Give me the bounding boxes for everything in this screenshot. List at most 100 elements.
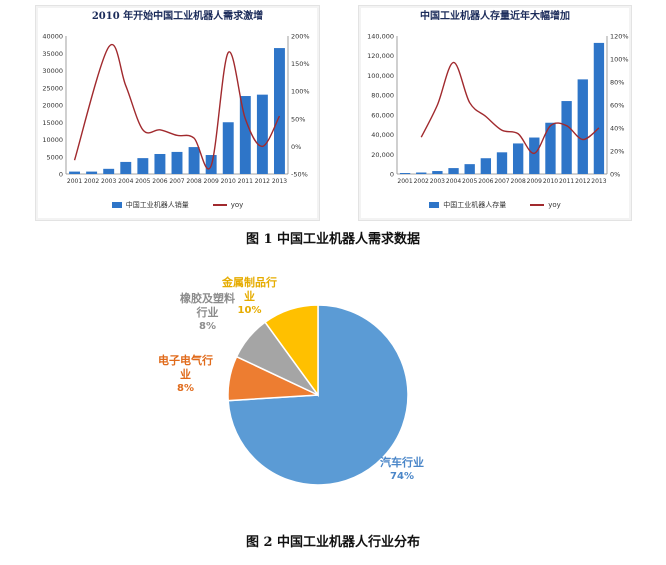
y-tick-right: 100% — [291, 88, 310, 96]
y-tick-right: 120% — [610, 33, 629, 41]
x-tick-label: 2009 — [204, 178, 219, 185]
bar — [464, 164, 475, 174]
bar — [399, 173, 411, 174]
x-tick-label: 2002 — [414, 178, 429, 185]
x-tick-label: 2005 — [462, 178, 477, 185]
y-tick-right: 0% — [610, 171, 620, 179]
pie-label-auto: 汽车行业 74% — [380, 456, 424, 482]
x-tick-label: 2007 — [169, 178, 184, 185]
x-tick-label: 2012 — [255, 178, 270, 185]
pie-label-electronics: 电子电气行 业 8% — [158, 354, 213, 394]
chart-panel-stock: 中国工业机器人存量近年大幅增加 0 20,000 40,000 60,000 80,00… — [358, 5, 632, 221]
legend-item-bar: 中国工业机器人存量 — [429, 200, 506, 210]
bar — [86, 171, 98, 174]
y-tick-left: 100,000 — [367, 72, 394, 80]
y-tick-left: 35000 — [42, 50, 63, 58]
yoy-line — [73, 43, 281, 170]
pie-slice-metal — [264, 304, 319, 398]
x-tick-label: 2008 — [511, 178, 526, 185]
pie-svg — [227, 304, 409, 486]
y-tick-left: 120,000 — [367, 52, 394, 60]
y-tick-left: 40000 — [42, 33, 63, 41]
figure-caption-1: 图 1 中国工业机器人需求数据 — [245, 232, 421, 247]
y-tick-right: 50% — [291, 115, 305, 123]
y-tick-left: 20000 — [42, 102, 63, 110]
y-tick-right: 40% — [610, 125, 624, 133]
pie-label-rubber: 橡胶及塑料 行业 8% — [180, 292, 235, 332]
bar — [577, 79, 588, 174]
y-tick-left: 15000 — [42, 119, 63, 127]
bar — [171, 151, 183, 174]
y-tick-right: -50% — [291, 171, 308, 179]
x-tick-label: 2010 — [221, 178, 236, 185]
x-tick-label: 2012 — [575, 178, 590, 185]
stock-chart: 0 20,000 40,000 60,000 80,000 100,000 120,000 1… — [367, 33, 629, 186]
x-tick-label: 2002 — [84, 178, 99, 185]
bar — [496, 152, 508, 174]
x-tick-label: 2001 — [397, 178, 412, 185]
pie-label-metal: 金属制品行 业 10% — [222, 276, 277, 316]
bar — [432, 171, 443, 174]
y-tick-left: 40,000 — [371, 131, 394, 139]
bar — [448, 168, 459, 174]
bar — [256, 94, 268, 174]
x-tick-label: 2005 — [135, 178, 150, 185]
bar — [69, 171, 81, 174]
bar — [222, 122, 234, 174]
y-tick-right: 150% — [291, 60, 310, 68]
bar — [188, 147, 200, 174]
bar — [137, 158, 149, 174]
bar — [512, 143, 524, 174]
bar — [239, 96, 251, 174]
x-tick-label: 2003 — [430, 178, 445, 185]
bar — [273, 48, 285, 175]
x-tick-label: 2010 — [543, 178, 558, 185]
bar — [120, 161, 132, 174]
x-tick-label: 2003 — [101, 178, 116, 185]
chart-panel-sales: 2010 年开始中国工业机器人需求激增 0 5000 10000 15000 20000… — [35, 5, 320, 221]
y-tick-left: 60,000 — [371, 111, 394, 119]
x-tick-label: 2011 — [238, 178, 253, 185]
yoy-line — [420, 61, 600, 154]
y-tick-right: 80% — [610, 79, 624, 87]
legend-item-bar: 中国工业机器人销量 — [111, 200, 189, 210]
x-tick-label: 2006 — [152, 178, 167, 185]
x-tick-label: 2001 — [67, 178, 82, 185]
x-tick-label: 2011 — [559, 178, 574, 185]
chart-legend: 中国工业机器人销量 yoy — [36, 200, 319, 210]
y-tick-right: 20% — [610, 148, 624, 156]
y-tick-left: 0 — [390, 171, 394, 179]
x-tick-label: 2007 — [494, 178, 509, 185]
y-tick-right: 60% — [610, 102, 624, 110]
figure-caption-2: 图 2 中国工业机器人行业分布 — [245, 535, 421, 550]
bar — [529, 137, 540, 174]
chart-title: 中国工业机器人存量近年大幅增加 — [420, 11, 570, 22]
x-tick-label: 2006 — [478, 178, 493, 185]
y-tick-right: 200% — [291, 33, 310, 41]
bar — [561, 101, 572, 174]
y-tick-left: 0 — [59, 171, 63, 179]
y-tick-left: 25000 — [42, 84, 63, 92]
y-tick-left: 140,000 — [367, 33, 394, 41]
y-tick-left: 5000 — [46, 153, 63, 161]
bar — [416, 172, 427, 174]
legend-item-line: yoy — [212, 201, 243, 209]
bar — [154, 153, 166, 174]
y-tick-left: 20,000 — [371, 151, 394, 159]
x-tick-label: 2013 — [591, 178, 606, 185]
bar — [593, 42, 605, 175]
x-tick-label: 2004 — [446, 178, 461, 185]
y-tick-left: 10000 — [42, 136, 63, 144]
y-tick-right: 0% — [291, 143, 301, 151]
x-tick-label: 2013 — [272, 178, 287, 185]
y-tick-right: 100% — [610, 56, 629, 64]
x-tick-label: 2009 — [527, 178, 542, 185]
chart-title: 2010 年开始中国工业机器人需求激增 — [91, 11, 264, 22]
y-tick-left: 80,000 — [371, 92, 394, 100]
x-tick-label: 2008 — [186, 178, 201, 185]
industry-pie-chart: 汽车行业 74% 电子电气行 业 8% 橡胶及塑料 行业 8% 金属制品行 业 … — [150, 270, 510, 520]
chart-legend: 中国工业机器人存量 yoy — [359, 200, 631, 210]
y-tick-left: 30000 — [42, 67, 63, 75]
sales-chart: 0 5000 10000 15000 20000 25000 30000 35000 40000… — [42, 33, 310, 186]
bar — [103, 168, 115, 174]
